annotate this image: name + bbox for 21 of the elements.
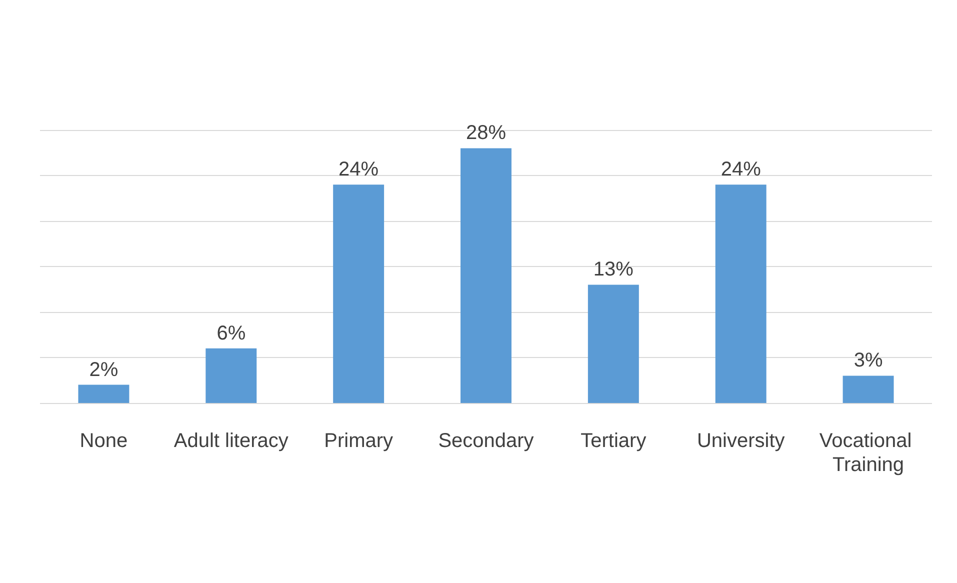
x-tick-label: Adult literacy bbox=[174, 430, 288, 452]
bar bbox=[206, 348, 257, 403]
bar bbox=[78, 384, 130, 403]
data-label: 6% bbox=[216, 322, 246, 344]
x-tick-label: None bbox=[80, 430, 128, 452]
data-label: 3% bbox=[854, 350, 883, 372]
x-tick-label: Vocational Training bbox=[819, 430, 918, 476]
data-label: 2% bbox=[89, 358, 118, 381]
x-tick-label: University bbox=[696, 430, 785, 452]
data-label: 24% bbox=[720, 158, 762, 181]
bar bbox=[842, 376, 894, 403]
data-label: 28% bbox=[466, 122, 506, 144]
bar bbox=[715, 184, 766, 403]
x-tick-label: Primary bbox=[324, 430, 394, 452]
x-tick-label: Tertiary bbox=[580, 430, 646, 452]
data-label: 13% bbox=[593, 258, 634, 281]
data-label: 24% bbox=[338, 158, 379, 181]
bar bbox=[588, 284, 639, 403]
x-tick-label: Secondary bbox=[438, 430, 534, 452]
bar bbox=[460, 148, 512, 403]
bar bbox=[333, 184, 384, 403]
